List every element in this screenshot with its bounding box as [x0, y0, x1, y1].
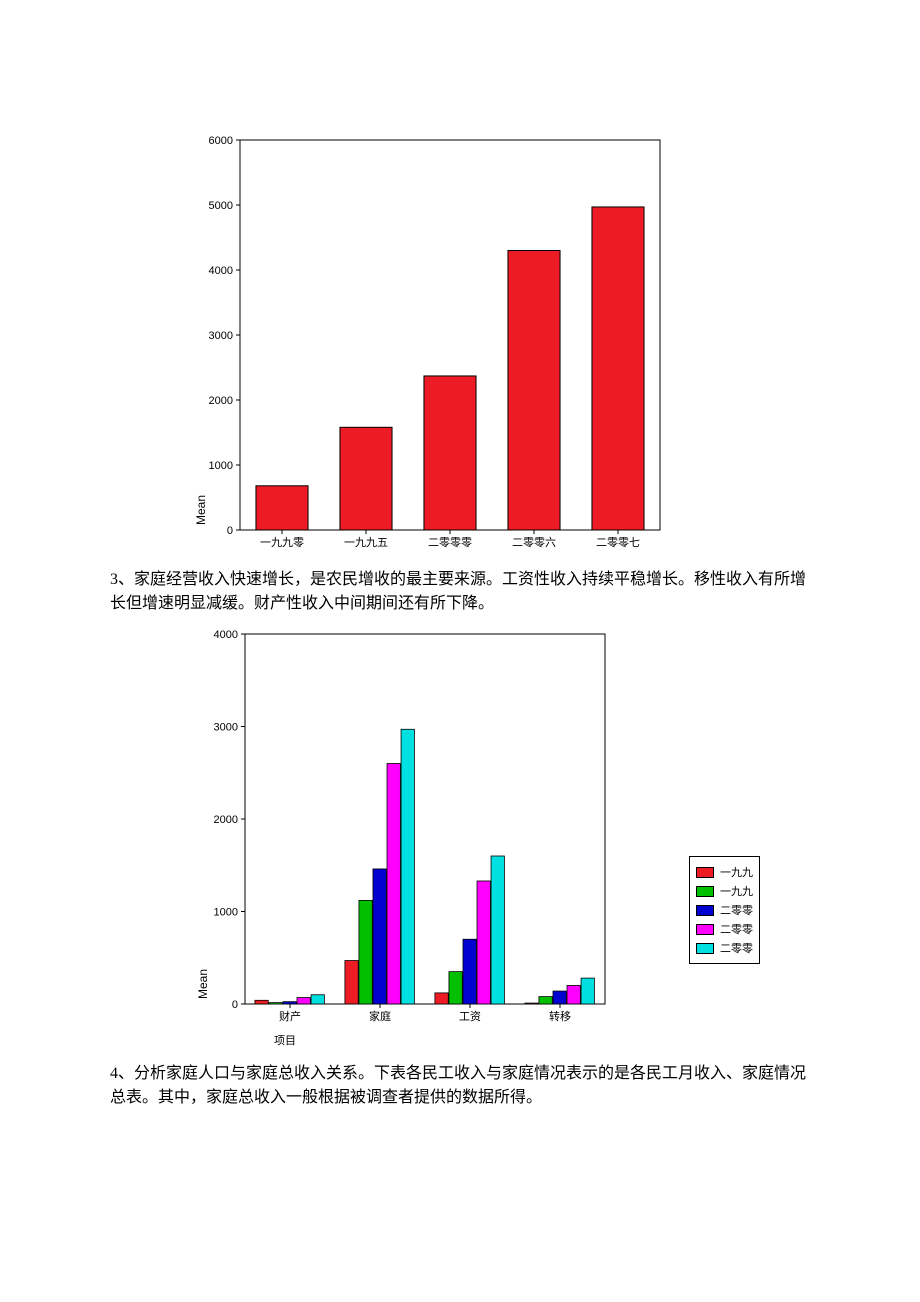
svg-text:项目: 项目 [274, 1034, 296, 1047]
chart2-bar [345, 961, 358, 1004]
svg-text:4000: 4000 [214, 629, 238, 641]
legend-item: 二零零 [696, 921, 753, 937]
svg-text:家庭: 家庭 [369, 1009, 391, 1023]
chart1-bar [508, 251, 560, 531]
svg-text:0: 0 [227, 525, 233, 537]
legend-item: 二零零 [696, 940, 753, 956]
svg-text:6000: 6000 [209, 135, 233, 147]
svg-text:2000: 2000 [209, 395, 233, 407]
chart2-bar [567, 986, 580, 1005]
legend-item: 二零零 [696, 902, 753, 918]
svg-text:Mean: Mean [196, 969, 210, 999]
chart1-svg: 0 1000 2000 3000 4000 5000 6000 Mean 一九九零 一九九五 二零零… [190, 130, 670, 560]
legend-swatch [696, 867, 714, 878]
chart2-bar [387, 764, 400, 1005]
chart2-bar [491, 856, 504, 1004]
chart2-bar [463, 939, 476, 1004]
svg-text:Mean: Mean [194, 495, 208, 525]
chart2-bar [269, 1003, 282, 1004]
chart2-bar [525, 1003, 538, 1004]
chart1-bar [256, 486, 308, 530]
legend-label: 二零零 [720, 921, 753, 937]
svg-text:2000: 2000 [214, 814, 238, 826]
chart2-bar [297, 998, 310, 1004]
chart2-bar [401, 729, 414, 1004]
chart2-bar [311, 995, 324, 1004]
legend-swatch [696, 886, 714, 897]
legend-item: 一九九 [696, 864, 753, 880]
chart2-bar [581, 978, 594, 1004]
svg-text:二零零七: 二零零七 [596, 536, 640, 549]
svg-text:工资: 工资 [459, 1010, 481, 1023]
svg-text:财产: 财产 [279, 1009, 301, 1023]
chart2-bar [553, 991, 566, 1004]
chart2-svg: 0 1000 2000 3000 4000 Mean 财产 家庭 工资 转移项目 [190, 624, 630, 1054]
svg-text:0: 0 [232, 999, 238, 1011]
chart2-bar [283, 1002, 296, 1004]
chart2-bar [477, 881, 490, 1004]
chart2-bar [255, 1000, 268, 1004]
legend-label: 一九九 [720, 883, 753, 899]
chart2-bar [449, 972, 462, 1004]
svg-text:二零零零: 二零零零 [428, 536, 472, 549]
svg-text:4000: 4000 [209, 265, 233, 277]
paragraph-3: 3、家庭经营收入快速增长，是农民增收的最主要来源。工资性收入持续平稳增长。移性收… [110, 568, 810, 616]
chart2-container: 01000200030004000Mean财产家庭工资转移项目 一九九一九九二零… [190, 624, 750, 1054]
chart2-bar [539, 997, 552, 1004]
svg-text:3000: 3000 [209, 330, 233, 342]
legend-label: 二零零 [720, 940, 753, 956]
chart2-bar [373, 869, 386, 1004]
svg-text:转移: 转移 [549, 1009, 571, 1023]
svg-text:1000: 1000 [209, 460, 233, 472]
chart1-bar [424, 376, 476, 530]
chart2-bar [435, 993, 448, 1004]
legend-swatch [696, 943, 714, 954]
chart1-container: 0 1000 2000 3000 4000 5000 6000 Mean 一九九零 一九九五 二零零… [190, 130, 670, 560]
legend-swatch [696, 924, 714, 935]
paragraph-4: 4、分析家庭人口与家庭总收入关系。下表各民工收入与家庭情况表示的是各民工月收入、… [110, 1062, 810, 1110]
svg-text:5000: 5000 [209, 200, 233, 212]
chart2-bar [359, 900, 372, 1004]
legend-item: 一九九 [696, 883, 753, 899]
svg-text:一九九零: 一九九零 [260, 536, 304, 549]
svg-text:1000: 1000 [214, 907, 238, 919]
chart1-bar [340, 427, 392, 530]
page-root: 0100020003000400050006000Mean一九九零一九九五二零零… [0, 0, 920, 1178]
svg-text:二零零六: 二零零六 [512, 536, 556, 549]
legend-label: 二零零 [720, 902, 753, 918]
svg-text:3000: 3000 [214, 722, 238, 734]
legend-label: 一九九 [720, 864, 753, 880]
chart1-bar [592, 207, 644, 530]
legend-swatch [696, 905, 714, 916]
chart2-legend: 一九九一九九二零零二零零二零零 [689, 856, 760, 964]
svg-text:一九九五: 一九九五 [344, 536, 388, 549]
